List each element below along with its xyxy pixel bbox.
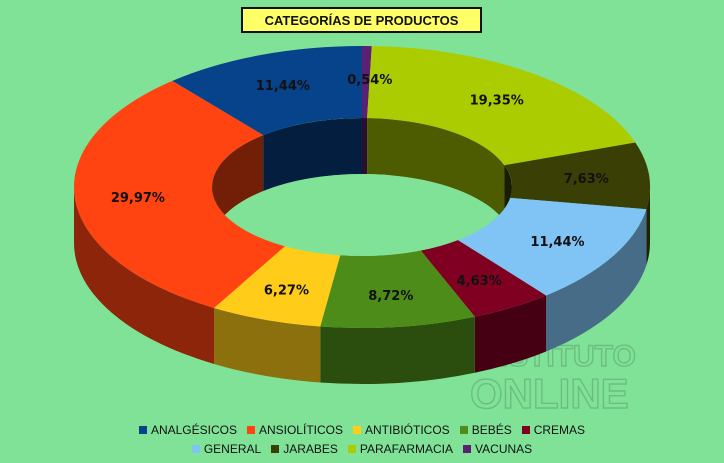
legend-label: PARAFARMACIA [359, 441, 454, 456]
watermark-line2: ONLINE [470, 370, 629, 417]
slice-side-cremas [474, 295, 547, 373]
data-label-parafarmacia: 19,35% [470, 94, 524, 109]
legend-swatch [521, 425, 530, 434]
legend-swatch [353, 425, 361, 434]
legend-item-bebes: BEBÉS [459, 422, 512, 437]
legend-item-jarabes: JARABES [271, 442, 338, 456]
legend-label: ANTIBIÓTICOS [365, 422, 450, 437]
legend: ANALGÉSICOS ANSIOLÍTICOS ANTIBIÓTICOS BEBÉS… [0, 420, 724, 458]
legend-label: ANALGÉSICOS [150, 422, 237, 437]
slice-antibioticos [214, 246, 341, 327]
legend-label: JARABES [283, 441, 338, 456]
legend-swatch [246, 425, 255, 434]
slice-side-jarabes [646, 187, 650, 266]
legend-item-general: GENERAL [191, 441, 262, 456]
slice-inner-ansioliticos [212, 135, 264, 243]
slice-inner-parafarmacia [367, 118, 505, 222]
legend-item-cremas: CREMAS [521, 422, 586, 437]
legend-swatch [271, 444, 280, 453]
data-label-analgesicos: 11,44% [256, 79, 310, 94]
data-label-bebes: 8,72% [368, 289, 413, 304]
doughnut-chart: INSTITUTO ONLINE 0,54%19,35%7,63%11,44%4… [74, 46, 650, 418]
slice-side-bebes [320, 316, 475, 384]
legend-label: GENERAL [203, 441, 262, 456]
chart-title: CATEGORÍAS DE PRODUCTOS [241, 7, 482, 33]
slice-inner-analgesicos [263, 118, 362, 192]
data-label-jarabes: 7,63% [564, 172, 609, 187]
data-label-general: 11,44% [530, 235, 584, 250]
legend-label: CREMAS [533, 422, 586, 437]
slice-side-ansioliticos [74, 187, 215, 364]
legend-swatch [347, 444, 356, 453]
slice-side-general [546, 209, 647, 352]
data-label-antibioticos: 6,27% [264, 284, 309, 299]
slice-general [457, 197, 647, 296]
slice-ansioliticos [74, 80, 285, 308]
legend-item-antibioticos: ANTIBIÓTICOS [353, 423, 450, 437]
slice-vacunas [362, 46, 372, 119]
legend-swatch [138, 425, 147, 434]
legend-swatch [191, 444, 200, 453]
slice-parafarmacia [367, 46, 636, 166]
legend-item-ansioliticos: ANSIOLÍTICOS [246, 422, 343, 437]
legend-item-parafarmacia: PARAFARMACIA [347, 441, 454, 456]
slice-analgesicos [172, 46, 362, 136]
slice-inner-vacunas [362, 118, 368, 175]
legend-row: ANALGÉSICOS ANSIOLÍTICOS ANTIBIÓTICOS BEBÉS… [0, 420, 724, 439]
data-label-cremas: 4,63% [457, 274, 502, 289]
legend-item-analgesicos: ANALGÉSICOS [138, 422, 237, 437]
slice-jarabes [504, 142, 650, 210]
data-label-ansioliticos: 29,97% [111, 191, 165, 206]
legend-item-vacunas: VACUNAS [463, 442, 532, 456]
legend-row: GENERAL JARABES PARAFARMACIA VACUNAS [0, 439, 724, 458]
legend-label: VACUNAS [475, 441, 533, 456]
slice-cremas [420, 240, 547, 317]
data-label-vacunas: 0,54% [347, 73, 392, 88]
legend-label: ANSIOLÍTICOS [258, 422, 343, 437]
legend-label: BEBÉS [471, 422, 512, 437]
legend-swatch [463, 444, 472, 453]
slice-side-antibioticos [214, 307, 321, 383]
slice-bebes [320, 250, 475, 328]
doughnut-hole [212, 174, 512, 256]
legend-swatch [459, 425, 468, 434]
